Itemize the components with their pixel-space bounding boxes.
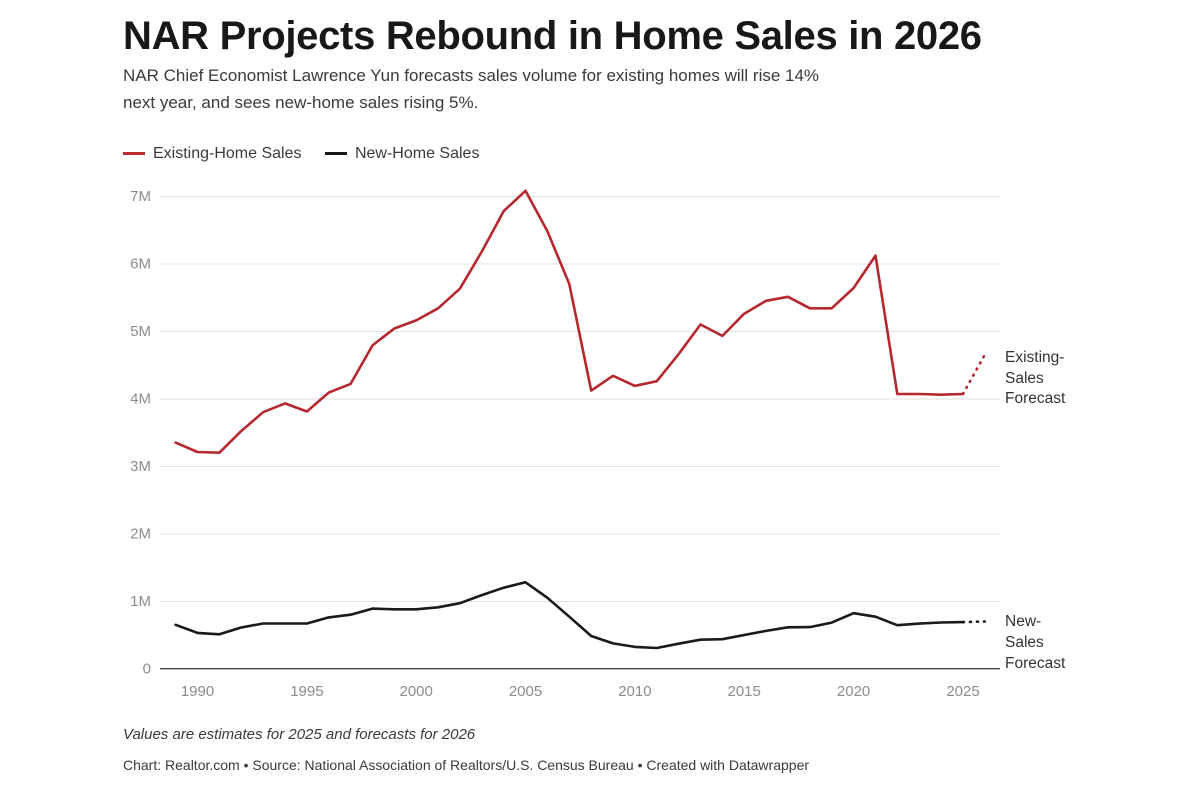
svg-text:Existing-: Existing-: [1005, 349, 1064, 366]
svg-text:0: 0: [143, 661, 151, 678]
svg-text:Sales: Sales: [1005, 634, 1044, 651]
svg-text:2010: 2010: [618, 683, 651, 700]
svg-text:1990: 1990: [181, 683, 214, 700]
svg-text:1M: 1M: [130, 593, 151, 610]
svg-text:2020: 2020: [837, 683, 870, 700]
svg-text:New-: New-: [1005, 613, 1041, 630]
svg-text:7M: 7M: [130, 188, 151, 205]
svg-text:4M: 4M: [130, 391, 151, 408]
svg-text:Forecast: Forecast: [1005, 390, 1066, 407]
svg-text:Sales: Sales: [1005, 370, 1044, 387]
svg-text:2025: 2025: [946, 683, 979, 700]
svg-text:2015: 2015: [728, 683, 761, 700]
svg-text:2M: 2M: [130, 526, 151, 543]
svg-text:2000: 2000: [400, 683, 433, 700]
svg-text:1995: 1995: [290, 683, 323, 700]
svg-text:Forecast: Forecast: [1005, 655, 1066, 672]
svg-text:2005: 2005: [509, 683, 542, 700]
svg-text:6M: 6M: [130, 256, 151, 273]
svg-text:5M: 5M: [130, 323, 151, 340]
svg-text:3M: 3M: [130, 458, 151, 475]
